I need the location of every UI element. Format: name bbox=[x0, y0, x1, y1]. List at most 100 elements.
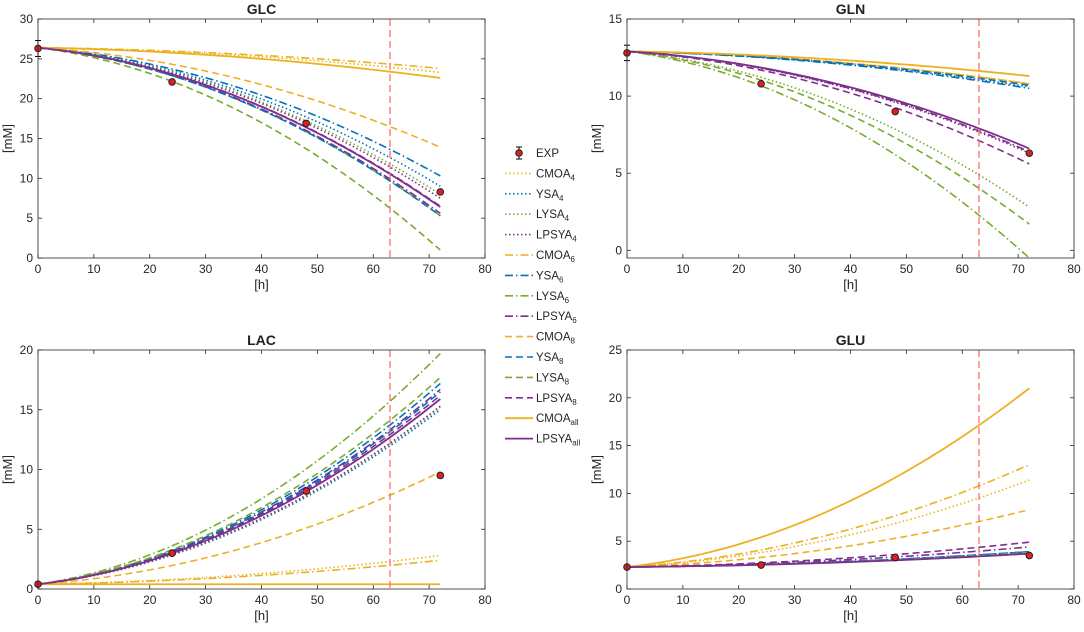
legend-entry: CMOA6 bbox=[505, 250, 576, 264]
x-tick-label: 60 bbox=[956, 593, 970, 607]
x-axis-label: [h] bbox=[843, 608, 857, 623]
legend-entry: LYSA4 bbox=[505, 209, 570, 223]
series-line-lysa6 bbox=[38, 353, 441, 586]
legend-entry: CMOAall bbox=[505, 413, 579, 427]
x-tick-label: 30 bbox=[788, 593, 802, 607]
x-tick-label: 20 bbox=[143, 593, 157, 607]
y-tick-label: 25 bbox=[20, 52, 34, 66]
legend-entry: LPSYA4 bbox=[505, 230, 577, 244]
legend: EXP CMOA4 YSA4 LYSA4 LPSYA4 CMOA6 YSA6 LYSA6 LPS… bbox=[505, 146, 580, 448]
x-tick-label: 30 bbox=[788, 262, 802, 276]
series-line-ysa4 bbox=[38, 46, 441, 187]
x-tick-label: 40 bbox=[255, 593, 269, 607]
legend-marker bbox=[515, 149, 523, 157]
x-tick-label: 40 bbox=[844, 593, 858, 607]
legend-label: YSA6 bbox=[536, 270, 564, 284]
y-tick-label: 10 bbox=[609, 89, 623, 103]
exp-data-point bbox=[1025, 149, 1034, 157]
x-tick-label: 30 bbox=[199, 593, 213, 607]
y-tick-label: 15 bbox=[609, 439, 623, 453]
x-axis-label: [h] bbox=[843, 277, 857, 292]
x-tick-label: 20 bbox=[732, 593, 746, 607]
series-line-lpsya8 bbox=[38, 394, 441, 586]
x-tick-label: 80 bbox=[478, 593, 492, 607]
series-line-ysa8 bbox=[38, 46, 441, 217]
panel-glc: GLC 0 10 20 30 40 50 60 70 80 0 5 10 15 20 25 30 [h] [mM] bbox=[0, 1, 492, 292]
x-axis-label: [h] bbox=[254, 277, 268, 292]
legend-entry: YSA4 bbox=[505, 189, 564, 203]
y-tick-label: 20 bbox=[20, 343, 34, 357]
panel-title: LAC bbox=[247, 332, 276, 348]
exp-data-point bbox=[436, 188, 445, 196]
series-line-lpsya6 bbox=[38, 388, 441, 586]
series-line-cmoaall bbox=[627, 50, 1030, 77]
legend-label: YSA8 bbox=[536, 352, 564, 366]
legend-label: LPSYA8 bbox=[536, 393, 577, 407]
panel-lac: LAC 0 10 20 30 40 50 60 70 80 0 5 10 15 20 [h] [mM] bbox=[0, 332, 492, 623]
y-tick-label: 5 bbox=[615, 166, 622, 180]
legend-label: LPSYA6 bbox=[536, 311, 577, 325]
exp-data-point bbox=[168, 78, 176, 86]
x-tick-label: 10 bbox=[676, 593, 690, 607]
x-tick-label: 0 bbox=[624, 593, 631, 607]
series-line-lysa8 bbox=[38, 376, 441, 586]
legend-entry: LPSYA8 bbox=[505, 393, 577, 407]
series-line-lpsya4 bbox=[627, 50, 1030, 154]
series-line-cmoa8 bbox=[627, 508, 1030, 568]
x-tick-label: 50 bbox=[900, 593, 914, 607]
legend-label: LPSYAall bbox=[536, 434, 580, 448]
x-tick-label: 60 bbox=[367, 262, 381, 276]
x-tick-label: 70 bbox=[1011, 593, 1025, 607]
series-line-lpsya8 bbox=[627, 50, 1030, 165]
series-line-cmoaall bbox=[38, 46, 441, 79]
y-tick-label: 0 bbox=[26, 582, 33, 596]
x-tick-label: 70 bbox=[1011, 262, 1025, 276]
x-axis-label: [h] bbox=[254, 608, 268, 623]
series-line-lpsya8 bbox=[38, 46, 441, 207]
y-tick-label: 10 bbox=[20, 171, 34, 185]
legend-label: CMOA4 bbox=[536, 168, 576, 182]
legend-entry: CMOA4 bbox=[505, 168, 576, 182]
series-line-ysa4 bbox=[38, 409, 441, 586]
x-tick-label: 70 bbox=[422, 262, 436, 276]
exp-data-point bbox=[891, 553, 900, 562]
legend-entry: YSA8 bbox=[505, 352, 564, 366]
y-tick-label: 20 bbox=[609, 391, 623, 405]
x-tick-label: 20 bbox=[732, 262, 746, 276]
x-tick-label: 20 bbox=[143, 262, 157, 276]
exp-data-point bbox=[302, 487, 311, 495]
legend-label: YSA4 bbox=[536, 189, 564, 203]
y-tick-label: 5 bbox=[615, 534, 622, 548]
y-tick-label: 30 bbox=[20, 12, 34, 26]
exp-data-point bbox=[1025, 551, 1034, 560]
panel-glu: GLU 0 10 20 30 40 50 60 70 80 0 5 10 15 20 25 [h] [mM] bbox=[589, 332, 1081, 623]
y-tick-label: 15 bbox=[609, 12, 623, 26]
series-line-lysa4 bbox=[627, 50, 1030, 208]
x-tick-label: 80 bbox=[1067, 593, 1081, 607]
x-tick-label: 10 bbox=[87, 262, 101, 276]
series-line-ysa8 bbox=[38, 391, 441, 586]
series-line-cmoa8 bbox=[38, 46, 441, 148]
x-tick-label: 0 bbox=[35, 593, 42, 607]
series-line-lysa8 bbox=[38, 46, 441, 251]
panel-gln: GLN 0 10 20 30 40 50 60 70 80 0 5 10 15 [h] [mM] bbox=[589, 1, 1081, 292]
axes-box bbox=[37, 349, 486, 590]
legend-entry: LYSA8 bbox=[505, 372, 570, 386]
panel-title: GLN bbox=[836, 1, 866, 17]
y-tick-label: 0 bbox=[615, 243, 622, 257]
y-axis-label: [mM] bbox=[0, 124, 15, 153]
x-tick-label: 60 bbox=[956, 262, 970, 276]
x-tick-label: 0 bbox=[35, 262, 42, 276]
y-tick-label: 5 bbox=[26, 522, 33, 536]
x-tick-label: 40 bbox=[255, 262, 269, 276]
exp-data-point bbox=[302, 119, 311, 128]
x-tick-label: 50 bbox=[900, 262, 914, 276]
y-axis-label: [mM] bbox=[589, 455, 604, 484]
x-tick-label: 10 bbox=[676, 262, 690, 276]
legend-label: LPSYA4 bbox=[536, 230, 577, 244]
series-line-ysa6 bbox=[38, 382, 441, 586]
x-tick-label: 0 bbox=[624, 262, 631, 276]
y-tick-label: 25 bbox=[609, 343, 623, 357]
legend-label: EXP bbox=[536, 148, 559, 160]
